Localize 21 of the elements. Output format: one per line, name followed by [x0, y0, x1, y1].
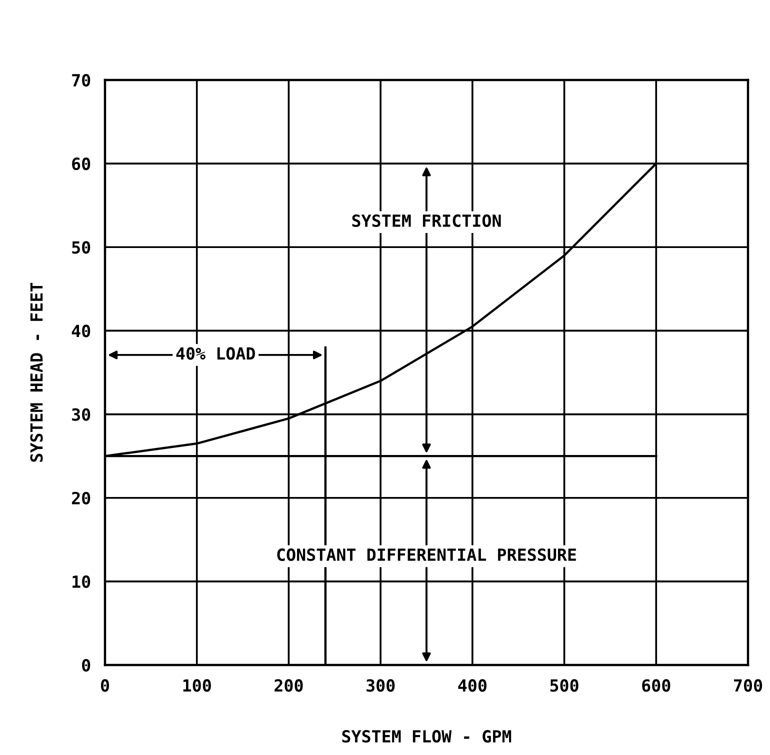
y-tick-label: 0 [82, 658, 90, 672]
x-axis-title: SYSTEM FLOW - GPM [342, 730, 512, 743]
x-tick-label: 0 [100, 679, 110, 692]
x-tick-label: 100 [183, 679, 211, 692]
y-tick-label: 30 [72, 408, 90, 421]
y-tick-label: 70 [72, 74, 90, 87]
x-tick-label: 500 [550, 679, 578, 692]
annotation: SYSTEM FRICTION [352, 214, 501, 227]
x-tick-label: 400 [458, 679, 486, 692]
x-tick-label: 300 [366, 679, 395, 692]
y-tick-label: 10 [72, 575, 90, 588]
y-tick-label: 60 [72, 158, 90, 170]
y-tick-label: 20 [72, 492, 90, 504]
annotation: CONSTANT DIFFERENTIAL PRESSURE [277, 548, 576, 562]
x-tick-label: 700 [734, 679, 762, 692]
x-tick-label: 200 [274, 679, 303, 692]
y-tick-label: 40 [72, 324, 90, 338]
y-axis-title: SYSTEM HEAD - FEET [30, 282, 43, 462]
y-tick-label: 50 [72, 241, 90, 254]
x-tick-label: 600 [642, 679, 670, 692]
annotation: 40% LOAD [176, 347, 255, 360]
